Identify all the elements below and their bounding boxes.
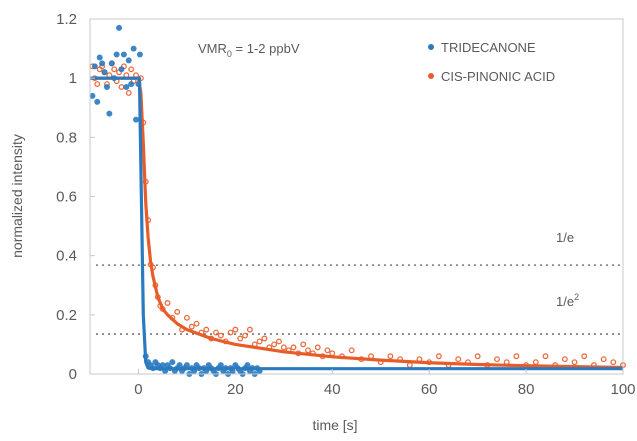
point-cis-pinonic-acid (164, 300, 171, 306)
point-cis-pinonic-acid (183, 314, 190, 321)
point-tridecanone (101, 69, 108, 76)
point-cis-pinonic-acid (128, 66, 135, 73)
ref-label-1-over-e-squared: 1/e2 (556, 292, 579, 309)
point-cis-pinonic-acid (125, 90, 132, 96)
y-tick-label: 0 (69, 366, 77, 383)
point-cis-pinonic-acid (435, 353, 442, 360)
point-cis-pinonic-acid (271, 341, 278, 348)
point-cis-pinonic-acid (561, 356, 568, 363)
point-tridecanone (133, 116, 140, 123)
point-tridecanone (94, 98, 101, 105)
y-tick-label: 1 (69, 70, 77, 87)
point-cis-pinonic-acid (217, 332, 224, 339)
point-cis-pinonic-acid (94, 81, 101, 88)
point-tridecanone (108, 60, 115, 67)
y-tick-label: 0.6 (56, 189, 77, 206)
vmr-annotation-tail: = 1-2 ppbV (232, 41, 300, 56)
point-cis-pinonic-acid (581, 353, 588, 360)
point-cis-pinonic-acid (276, 338, 282, 345)
point-tridecanone (116, 24, 123, 31)
vmr-annotation-sub: 0 (227, 49, 232, 59)
x-tick-label: 60 (421, 381, 438, 398)
point-tridecanone (176, 362, 183, 369)
point-cis-pinonic-acid (455, 356, 462, 363)
point-tridecanone (125, 57, 132, 64)
point-cis-pinonic-acid (305, 347, 311, 354)
legend-label-tridecanone: TRIDECANONE (441, 40, 536, 55)
point-tridecanone (183, 362, 190, 369)
point-tridecanone (169, 359, 176, 366)
point-tridecanone (128, 81, 135, 88)
y-tick-label: 0.8 (56, 129, 77, 146)
vmr-annotation: VMR0 = 1-2 ppbV (198, 41, 300, 59)
point-tridecanone (103, 84, 110, 91)
legend: TRIDECANONE CIS-PINONIC ACID (428, 40, 555, 84)
x-axis-title: time [s] (312, 417, 357, 433)
x-tick-label: 0 (134, 381, 142, 398)
point-cis-pinonic-acid (227, 329, 234, 336)
y-tick-label: 1.2 (56, 11, 77, 28)
y-axis-title: normalized intensity (9, 134, 25, 258)
point-cis-pinonic-acid (193, 320, 200, 327)
point-cis-pinonic-acid (256, 338, 263, 345)
point-tridecanone (99, 60, 106, 67)
point-tridecanone (244, 362, 251, 369)
point-tridecanone (123, 84, 130, 91)
point-tridecanone (96, 54, 103, 61)
fit-line-tridecanone (90, 76, 623, 371)
point-cis-pinonic-acid (324, 347, 331, 354)
point-cis-pinonic-acid (246, 326, 253, 333)
x-tick-label: 100 (610, 381, 635, 398)
point-tridecanone (89, 92, 96, 99)
point-tridecanone (91, 63, 98, 70)
point-cis-pinonic-acid (600, 356, 607, 363)
legend-marker-cis-pinonic-acid (428, 73, 434, 79)
point-cis-pinonic-acid (232, 326, 239, 333)
point-tridecanone (136, 51, 143, 58)
point-cis-pinonic-acid (203, 326, 210, 333)
x-tick-label: 80 (518, 381, 535, 398)
point-cis-pinonic-acid (261, 335, 268, 342)
point-tridecanone (118, 66, 125, 73)
x-tick-label: 20 (227, 381, 244, 398)
vmr-annotation-main: VMR (198, 41, 227, 56)
ref-label-1-over-e: 1/e (556, 230, 574, 245)
point-cis-pinonic-acid (300, 341, 307, 348)
point-cis-pinonic-acid (387, 353, 394, 360)
point-cis-pinonic-acid (213, 329, 219, 336)
y-tick-label: 0.4 (56, 248, 77, 265)
ref-label-1-over-e-squared-sup: 2 (574, 292, 579, 302)
fit-curves (90, 76, 624, 371)
point-tridecanone (159, 362, 166, 369)
point-tridecanone (113, 51, 120, 58)
point-tridecanone (130, 45, 137, 52)
point-cis-pinonic-acid (280, 344, 287, 351)
point-cis-pinonic-acid (474, 353, 481, 360)
point-cis-pinonic-acid (290, 344, 297, 351)
point-cis-pinonic-acid (610, 359, 617, 366)
y-tick-label: 0.2 (56, 307, 77, 324)
point-cis-pinonic-acid (348, 347, 355, 354)
point-cis-pinonic-acid (237, 335, 244, 342)
x-tick-label: 40 (324, 381, 341, 398)
point-cis-pinonic-acid (111, 66, 118, 73)
legend-label-cis-pinonic-acid: CIS-PINONIC ACID (441, 69, 555, 84)
legend-marker-tridecanone (428, 44, 434, 50)
point-cis-pinonic-acid (314, 344, 321, 351)
point-tridecanone (120, 51, 127, 58)
point-cis-pinonic-acid (494, 356, 500, 363)
point-cis-pinonic-acid (174, 308, 181, 315)
point-cis-pinonic-acid (513, 353, 520, 360)
point-tridecanone (217, 362, 224, 369)
point-tridecanone (106, 110, 113, 117)
point-cis-pinonic-acid (242, 332, 249, 339)
ref-label-1-over-e-squared-base: 1/e (556, 294, 574, 309)
point-cis-pinonic-acid (571, 359, 578, 366)
point-cis-pinonic-acid (188, 323, 195, 330)
fit-line-cis-pinonic-acid (90, 76, 624, 370)
point-cis-pinonic-acid (542, 353, 549, 360)
